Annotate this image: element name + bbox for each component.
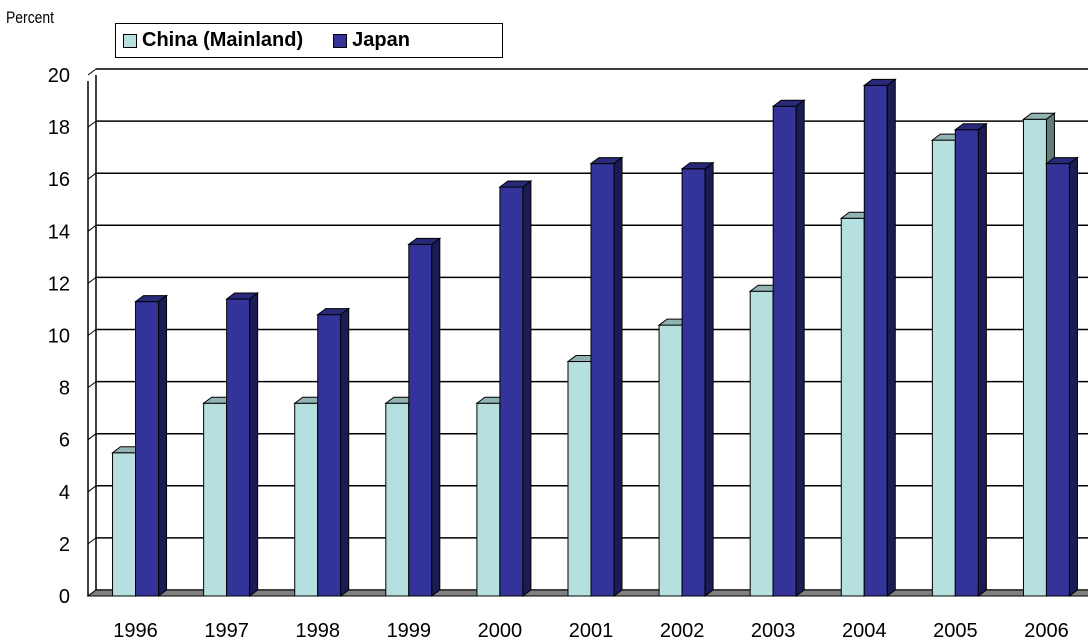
x-tick-label: 1999: [387, 620, 432, 642]
bar-japan: [499, 186, 524, 597]
bar-china: [1022, 118, 1047, 597]
bar-china: [203, 402, 228, 597]
bar-side-japan: [1068, 156, 1078, 597]
bar-side-japan: [340, 307, 350, 597]
bar-side-japan: [613, 156, 623, 597]
y-tick-label: 14: [48, 221, 70, 243]
legend-swatch-china: [123, 33, 137, 48]
y-tick-label: 4: [59, 482, 70, 504]
x-tick-label: 2005: [933, 620, 978, 642]
y-tick-label: 16: [48, 169, 70, 191]
y-tick-label: 0: [59, 586, 70, 608]
legend-item-japan: Japan: [333, 29, 410, 52]
bar-side-japan: [977, 122, 987, 597]
x-tick-label: 2003: [751, 620, 796, 642]
bar-side-japan: [158, 294, 168, 597]
gridline-depth: [87, 381, 97, 389]
bar-china: [476, 402, 501, 597]
bar-japan: [954, 129, 979, 597]
bar-china: [840, 217, 865, 597]
legend-label-china: China (Mainland): [142, 29, 304, 51]
bar-side-japan: [522, 180, 532, 597]
y-tick-label: 10: [48, 326, 70, 348]
bar-side-japan: [886, 78, 896, 597]
bar-japan: [772, 105, 797, 597]
bar-side-japan: [431, 237, 441, 597]
x-tick-label: 1997: [204, 620, 249, 642]
bar-japan: [863, 84, 888, 597]
gridline-depth: [87, 120, 97, 128]
gridline-depth: [87, 224, 97, 232]
legend-swatch-japan: [333, 33, 348, 48]
legend: China (Mainland) Japan: [115, 23, 503, 58]
bar-japan: [408, 243, 433, 597]
y-tick-label: 12: [48, 273, 70, 295]
y-tick-label: 20: [48, 65, 70, 87]
gridline-depth: [87, 172, 97, 180]
bar-japan: [317, 314, 342, 597]
x-tick-label: 2006: [1024, 620, 1069, 642]
bar-china: [385, 402, 410, 597]
x-tick-label: 1996: [113, 620, 158, 642]
bar-china: [931, 139, 956, 597]
x-tick-label: 2004: [842, 620, 887, 642]
bar-china: [567, 361, 592, 597]
bar-japan: [681, 168, 706, 597]
bar-side-japan: [704, 161, 714, 597]
bar-japan: [590, 163, 615, 597]
x-tick-label: 2001: [569, 620, 614, 642]
bar-japan: [135, 301, 160, 597]
bar-china: [294, 402, 319, 597]
gridline-depth: [87, 329, 97, 336]
gridline-depth: [87, 537, 97, 545]
y-tick-label: 8: [59, 378, 70, 400]
bar-side-japan: [795, 99, 805, 597]
y-tick-label: 2: [59, 534, 70, 556]
y-axis-label: Percent: [6, 8, 55, 27]
legend-item-china: China (Mainland): [123, 29, 303, 52]
x-tick-label: 2000: [478, 620, 523, 642]
bar-china: [749, 290, 774, 597]
x-tick-label: 2002: [660, 620, 705, 642]
bar-side-japan: [249, 292, 259, 598]
legend-label-japan: Japan: [352, 29, 410, 51]
gridline-depth: [87, 433, 97, 441]
bar-china: [112, 452, 137, 597]
x-tick-label: 1998: [295, 620, 340, 642]
y-tick-label: 6: [59, 430, 70, 452]
gridline-depth: [87, 276, 97, 284]
gridline-depth: [87, 485, 97, 493]
bar-japan: [1045, 163, 1070, 597]
bar-japan: [226, 298, 251, 597]
y-tick-label: 18: [48, 117, 70, 139]
bar-china: [658, 324, 683, 597]
gridline-depth: [87, 68, 97, 76]
